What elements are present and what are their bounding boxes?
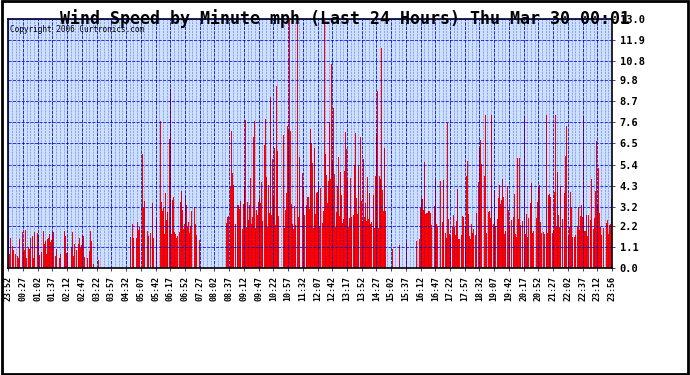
Text: Wind Speed by Minute mph (Last 24 Hours) Thu Mar 30 00:01: Wind Speed by Minute mph (Last 24 Hours)… <box>60 9 630 28</box>
Text: Copyright 2006 Curtronics.com: Copyright 2006 Curtronics.com <box>10 25 144 34</box>
